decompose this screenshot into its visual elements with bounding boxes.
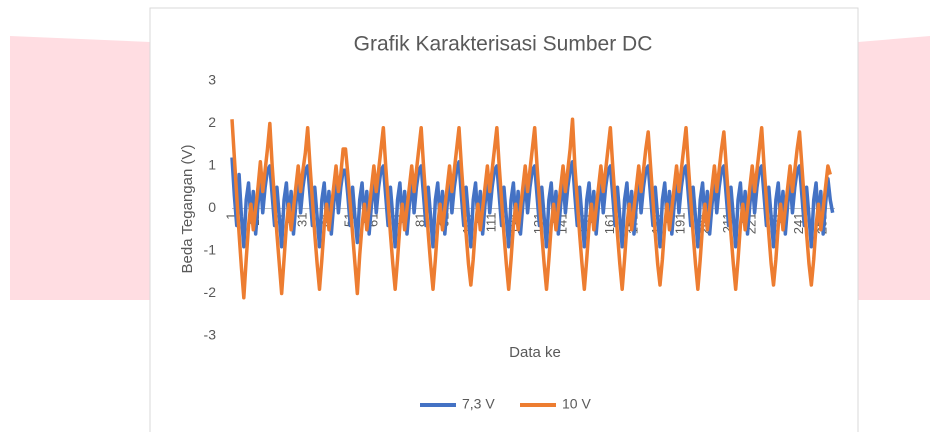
x-axis-title: Data ke — [509, 344, 561, 361]
chart-title: Grafik Karakterisasi Sumber DC — [354, 33, 653, 56]
x-tick-label: 1 — [223, 213, 238, 220]
y-tick-label: 2 — [208, 114, 216, 130]
series-line — [230, 157, 835, 249]
legend-label: 10 V — [562, 396, 591, 412]
x-tick-label: 31 — [294, 213, 309, 227]
x-tick-label: 191 — [673, 213, 688, 235]
y-tick-label: 1 — [208, 157, 216, 173]
legend-label: 7,3 V — [462, 396, 495, 412]
y-tick-label: 3 — [208, 72, 216, 88]
series-line — [230, 117, 832, 300]
y-axis-title: Beda Tegangan (V) — [179, 145, 196, 274]
decor-left — [10, 36, 150, 300]
y-tick-label: 0 — [208, 199, 216, 215]
y-tick-label: -3 — [204, 327, 217, 343]
decor-right — [858, 36, 930, 300]
y-tick-label: -1 — [204, 242, 217, 258]
x-tick-label: 111 — [484, 213, 499, 233]
y-tick-label: -2 — [204, 284, 217, 300]
